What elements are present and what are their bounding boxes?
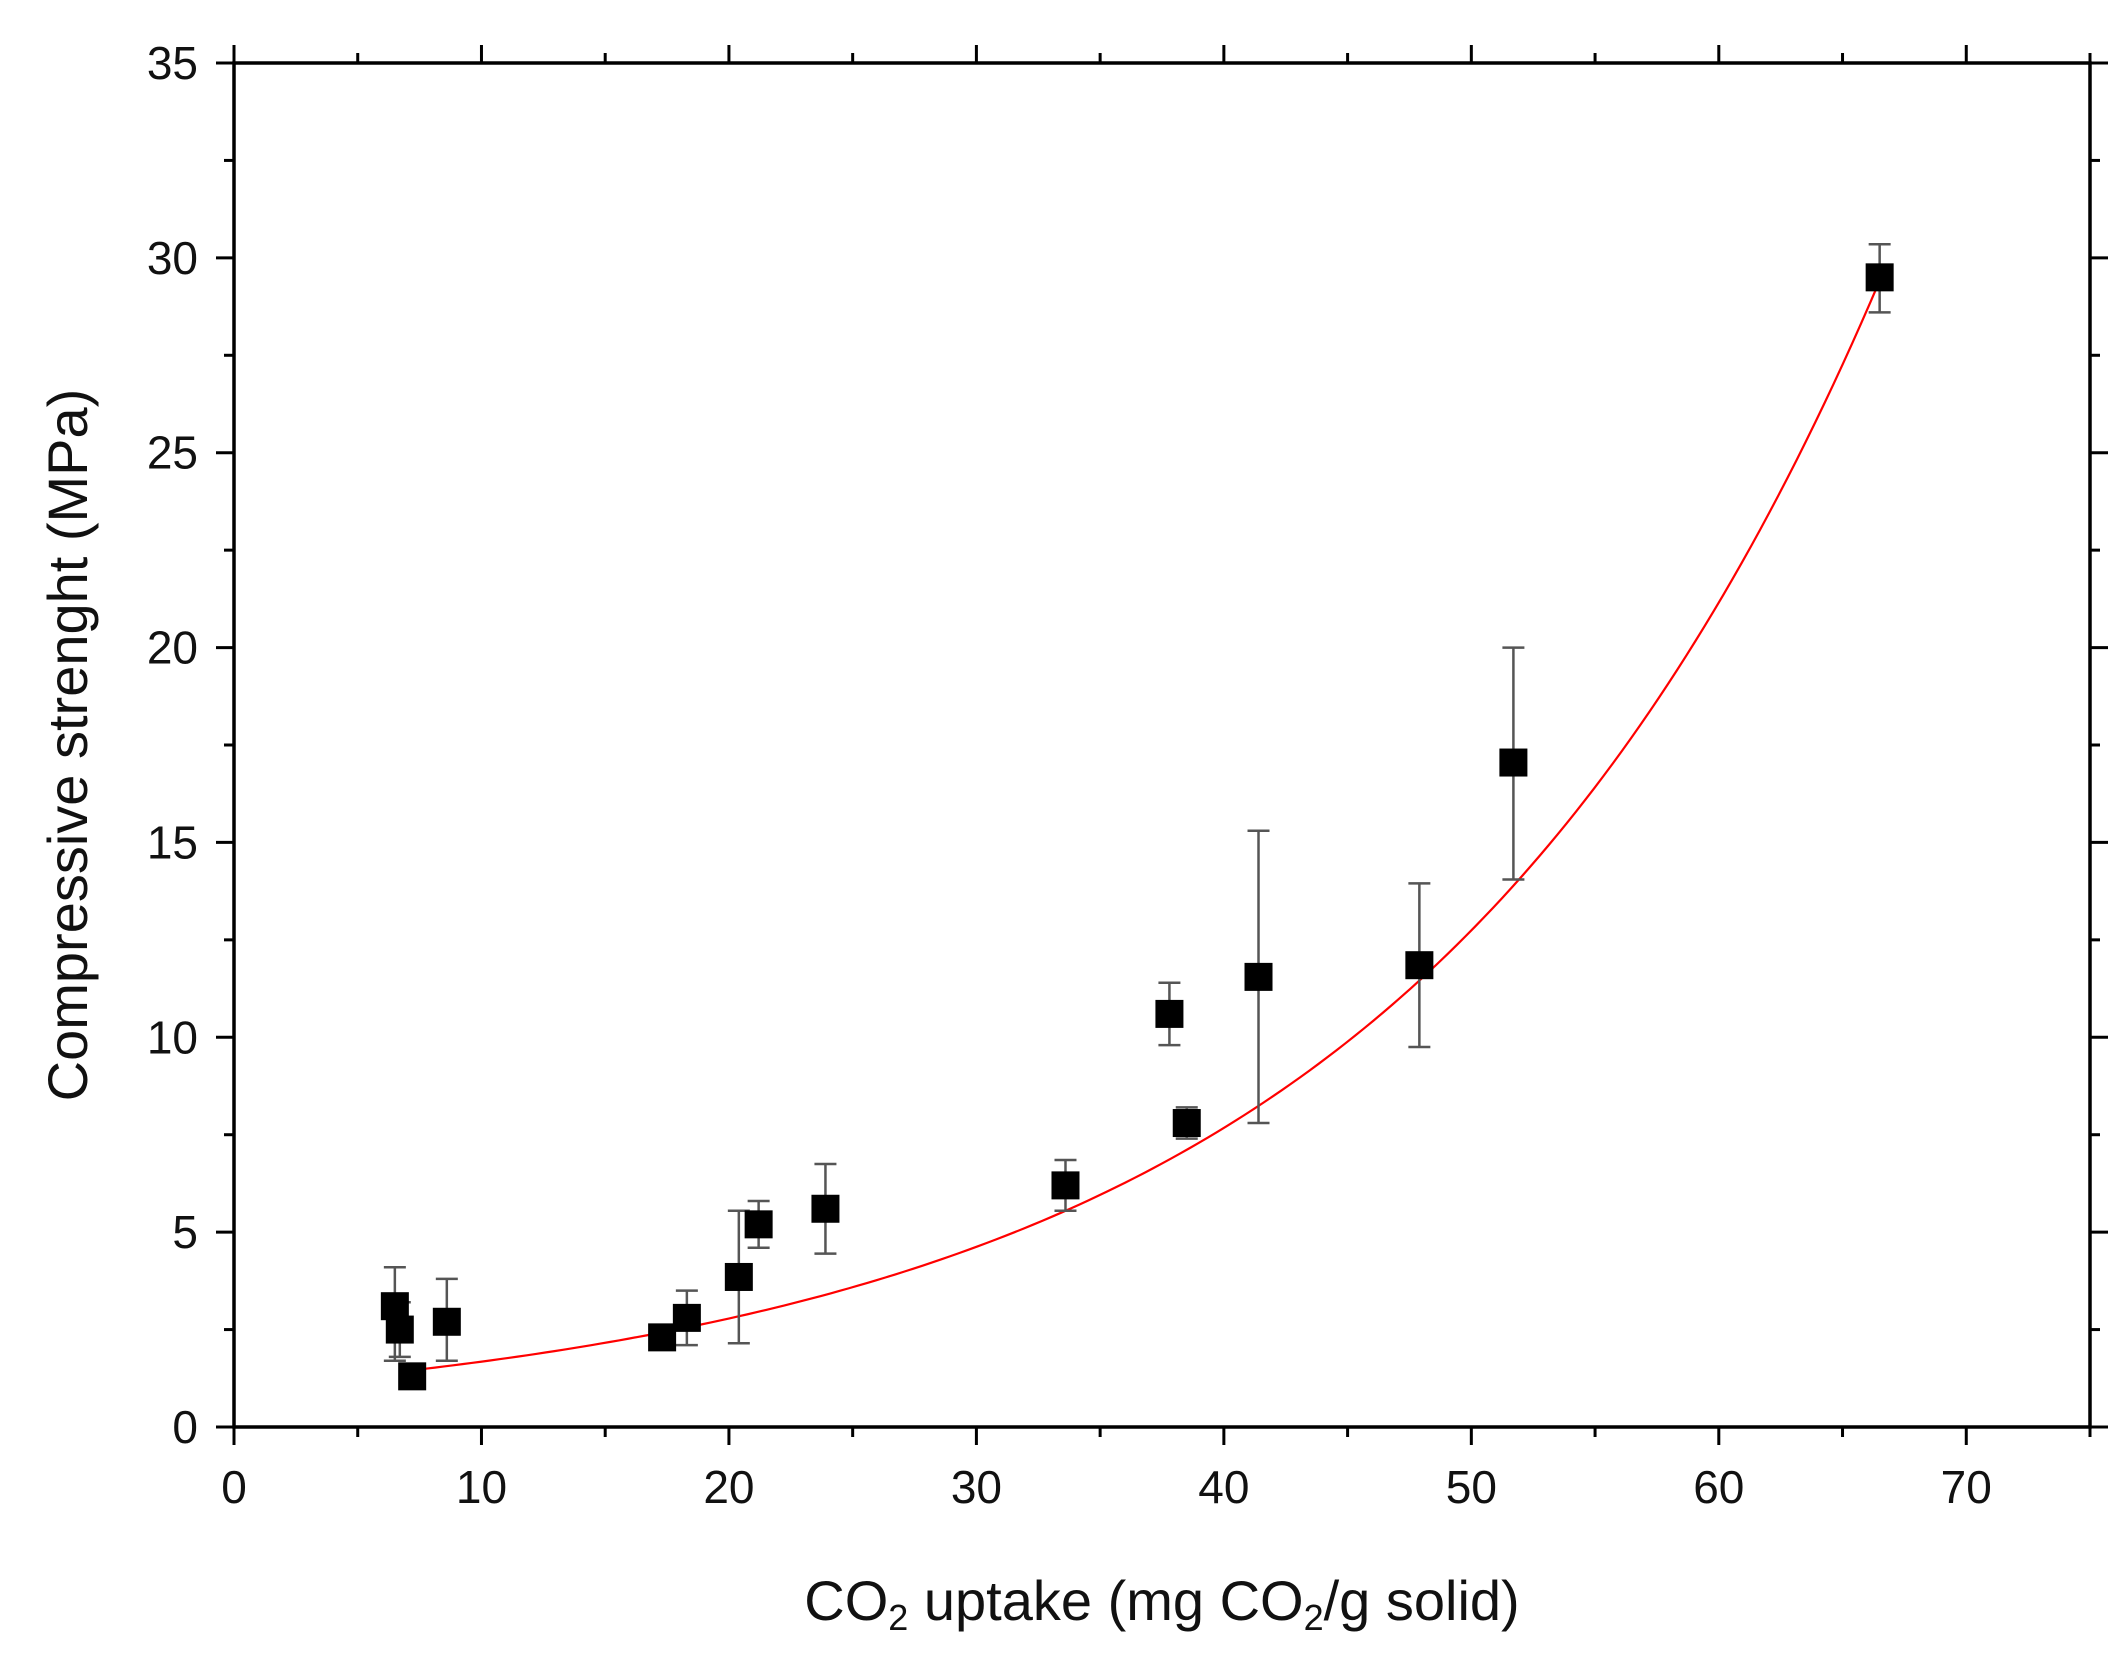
x-axis-title-subscript: 2 — [888, 1597, 908, 1638]
x-tick-label: 0 — [221, 1461, 247, 1513]
points-layer — [380, 263, 1894, 1391]
y-tick-label: 30 — [147, 232, 198, 284]
y-tick-label: 10 — [147, 1011, 198, 1063]
data-point — [1051, 1171, 1080, 1200]
x-tick-label: 20 — [703, 1461, 754, 1513]
data-point — [1405, 951, 1434, 980]
data-point — [1155, 999, 1184, 1028]
data-point — [648, 1323, 677, 1352]
x-axis-title: CO2 uptake (mg CO2/g solid) — [804, 1569, 1519, 1638]
data-point — [1172, 1109, 1201, 1138]
data-point — [1244, 962, 1273, 991]
x-tick-label: 60 — [1693, 1461, 1744, 1513]
x-tick-label: 40 — [1198, 1461, 1249, 1513]
y-tick-label: 5 — [172, 1206, 198, 1258]
data-point — [672, 1303, 701, 1332]
ticks-layer: 0 10 20 30 40 50 60 70 0 5 10 15 20 25 30 35 — [147, 37, 2108, 1513]
y-tick-label: 20 — [147, 622, 198, 674]
x-axis-title-subscript: 2 — [1304, 1597, 1324, 1638]
axes-layer — [232, 61, 2092, 1429]
x-axis-title-part: /g solid) — [1324, 1569, 1520, 1632]
x-tick-label: 50 — [1446, 1461, 1497, 1513]
data-point — [724, 1262, 753, 1291]
data-point — [1865, 263, 1894, 292]
data-point — [432, 1307, 461, 1336]
data-point — [1499, 748, 1528, 777]
data-point — [744, 1210, 773, 1239]
errorbar-layer — [383, 242, 1891, 1362]
fit-curve — [407, 280, 1881, 1372]
x-tick-label: 70 — [1941, 1461, 1992, 1513]
y-tick-label: 35 — [147, 37, 198, 89]
data-point — [385, 1315, 414, 1344]
x-tick-label: 10 — [456, 1461, 507, 1513]
data-point — [398, 1362, 427, 1391]
y-tick-label: 0 — [172, 1401, 198, 1453]
y-axis-title: Compressive strenght (MPa) — [36, 389, 99, 1102]
data-point — [380, 1292, 409, 1321]
data-point — [811, 1194, 840, 1223]
y-tick-label: 15 — [147, 816, 198, 868]
y-tick-label: 25 — [147, 427, 198, 479]
plot-frame — [232, 61, 2092, 1429]
x-axis-title-part: CO — [804, 1569, 888, 1632]
x-tick-label: 30 — [951, 1461, 1002, 1513]
x-axis-title-part: uptake (mg CO — [908, 1569, 1303, 1632]
fit-layer — [407, 280, 1881, 1372]
